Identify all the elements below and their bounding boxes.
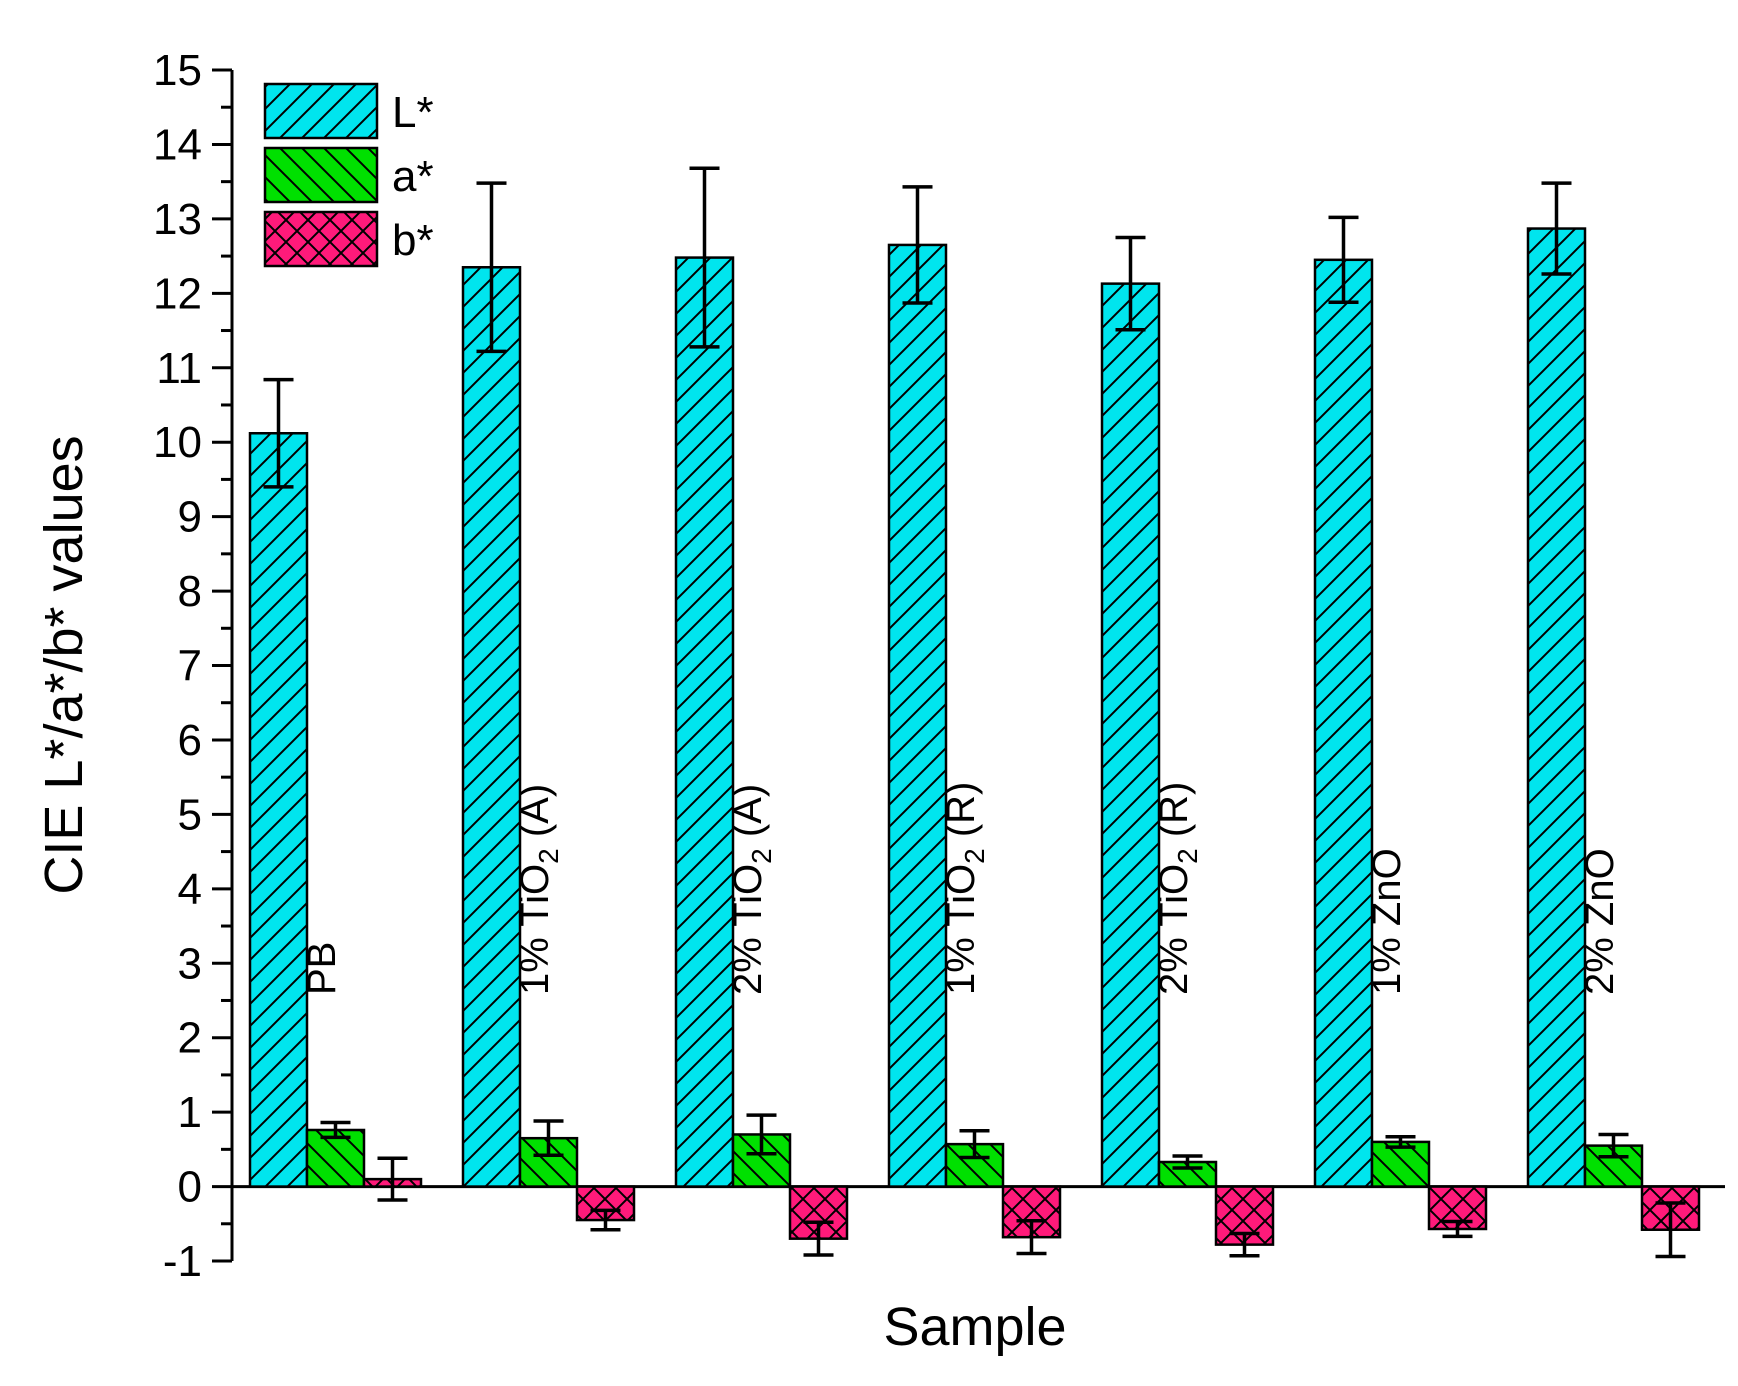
error-bar-l-1 bbox=[263, 377, 294, 489]
x-axis-title: Sample bbox=[883, 1297, 1066, 1357]
error-bar-l-4 bbox=[902, 185, 933, 305]
bar-l-2-zno bbox=[1526, 227, 1587, 1188]
legend-swatch-b bbox=[263, 210, 379, 268]
bar-l-pb bbox=[248, 432, 309, 1188]
error-bar-a-5 bbox=[1172, 1154, 1203, 1170]
error-bar-a-2 bbox=[533, 1119, 564, 1158]
error-bar-a-3 bbox=[746, 1113, 777, 1156]
y-tick-label: 9 bbox=[178, 493, 202, 542]
y-tick-label: 4 bbox=[178, 865, 202, 914]
category-labels: PB 1% TiO2 (A) 2% TiO2 (A) 1% TiO2 (R) 2% Ti… bbox=[300, 782, 1622, 995]
y-tick-label: 12 bbox=[153, 269, 202, 318]
error-bar-l-6 bbox=[1328, 215, 1359, 304]
legend-label-l: L* bbox=[392, 88, 434, 137]
y-tick-label: 8 bbox=[178, 567, 202, 616]
legend: L* a* b* bbox=[263, 82, 434, 268]
error-bar-l-7 bbox=[1541, 181, 1572, 276]
y-tick-label: 11 bbox=[156, 344, 202, 393]
bar-a-1-zno bbox=[1370, 1140, 1431, 1188]
legend-swatch-a bbox=[263, 146, 379, 204]
error-bar-b-1 bbox=[377, 1156, 408, 1202]
error-bar-a-6 bbox=[1385, 1134, 1416, 1149]
error-bar-b-4 bbox=[1016, 1219, 1047, 1256]
y-tick-label: 7 bbox=[178, 642, 202, 691]
y-tick-label: 10 bbox=[153, 418, 202, 467]
y-tick-label: 6 bbox=[178, 716, 202, 765]
category-label: 1% ZnO bbox=[1365, 848, 1409, 995]
bar-l-1-zno bbox=[1313, 258, 1374, 1188]
error-bar-a-7 bbox=[1598, 1132, 1629, 1159]
error-bar-b-3 bbox=[803, 1220, 834, 1257]
error-bar-a-1 bbox=[320, 1120, 351, 1140]
error-bar-b-6 bbox=[1442, 1219, 1473, 1239]
y-tick-label: 5 bbox=[178, 790, 202, 839]
bars bbox=[248, 227, 1701, 1246]
category-label: 1% TiO2 (R) bbox=[939, 782, 990, 995]
error-bar-l-3 bbox=[689, 166, 720, 349]
category-label: 2% ZnO bbox=[1578, 848, 1622, 995]
error-bars bbox=[263, 166, 1686, 1259]
bar-l-1-tio2-r bbox=[887, 243, 948, 1188]
y-tick-label: 13 bbox=[153, 195, 202, 244]
error-bar-a-4 bbox=[959, 1128, 990, 1160]
error-bar-b-2 bbox=[590, 1208, 621, 1232]
y-tick-label: 15 bbox=[153, 46, 202, 95]
legend-label-b: b* bbox=[392, 216, 434, 265]
y-tick-label: -1 bbox=[163, 1237, 202, 1286]
error-bar-b-5 bbox=[1229, 1231, 1260, 1258]
category-label: 1% TiO2 (A) bbox=[513, 784, 564, 995]
y-tick-label: 0 bbox=[178, 1163, 202, 1212]
y-tick-label: 14 bbox=[153, 120, 202, 169]
error-bar-l-5 bbox=[1115, 235, 1146, 332]
y-axis-title: CIE L*/a*/b* values bbox=[34, 435, 94, 894]
legend-swatch-l bbox=[263, 82, 379, 140]
bar-l-1-tio2-a bbox=[461, 266, 522, 1188]
error-bar-b-7 bbox=[1655, 1201, 1686, 1259]
y-tick-label: 1 bbox=[178, 1088, 202, 1137]
bar-l-2-tio2-a bbox=[674, 256, 735, 1188]
error-bar-l-2 bbox=[476, 181, 507, 354]
category-label: PB bbox=[300, 942, 344, 995]
legend-label-a: a* bbox=[392, 152, 434, 201]
y-tick-label: 3 bbox=[178, 939, 202, 988]
bar-l-2-tio2-r bbox=[1100, 282, 1161, 1188]
category-label: 2% TiO2 (R) bbox=[1152, 782, 1203, 995]
category-label: 2% TiO2 (A) bbox=[726, 784, 777, 995]
y-tick-label: 2 bbox=[178, 1014, 202, 1063]
